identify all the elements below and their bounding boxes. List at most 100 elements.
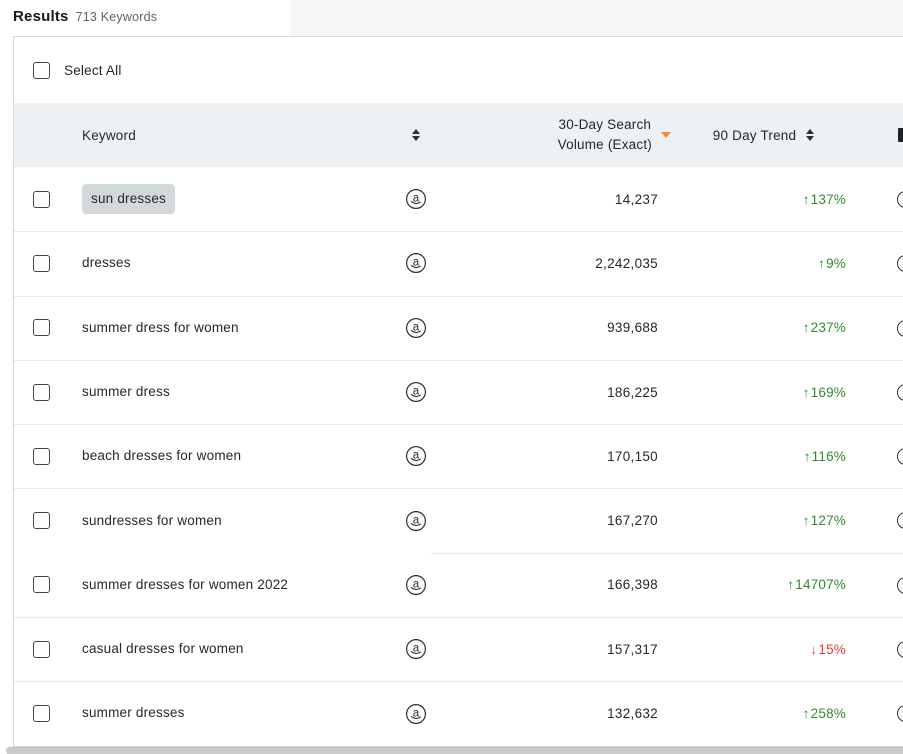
table-row: summer dresses a 132,632 ↑258% xyxy=(14,681,903,746)
sort-down-triangle-icon xyxy=(412,136,420,141)
table-header-row: Keyword 30-Day Search Volume (Exact) 90 … xyxy=(14,103,903,167)
svg-text:a: a xyxy=(413,450,420,462)
amazon-icon-cell: a xyxy=(391,638,441,660)
search-volume-header-label: 30-Day Search Volume (Exact) xyxy=(558,115,652,154)
search-volume-value: 132,632 xyxy=(607,706,658,722)
row-checkbox[interactable] xyxy=(33,383,50,401)
table-body: sun dresses a 14,237 ↑137% dresses xyxy=(14,167,903,746)
amazon-icon-cell: a xyxy=(391,188,441,210)
trend-cell: ↓15% xyxy=(671,642,856,657)
table-row: summer dresses for women 2022 a 166,398 … xyxy=(14,552,903,618)
row-checkbox[interactable] xyxy=(33,640,50,658)
keyword-cell: summer dresses xyxy=(69,703,391,723)
clipped-header-glyph-fragment xyxy=(898,128,903,142)
trend-cell: ↑116% xyxy=(671,449,856,464)
column-header-keyword[interactable]: Keyword xyxy=(82,127,136,143)
row-checkbox[interactable] xyxy=(33,447,50,465)
amazon-icon-cell: a xyxy=(391,510,441,532)
clipped-icon-fragment xyxy=(897,448,903,466)
keyword-cell: summer dress xyxy=(69,382,391,402)
row-checkbox-cell xyxy=(14,447,69,465)
amazon-icon-cell: a xyxy=(391,703,441,725)
column-header-search-volume[interactable]: 30-Day Search Volume (Exact) xyxy=(441,115,671,154)
trend-value: ↑127% xyxy=(803,513,846,528)
top-strip xyxy=(290,0,903,37)
keyword-label: dresses xyxy=(82,255,131,271)
row-checkbox-cell xyxy=(14,640,69,658)
amazon-icon[interactable]: a xyxy=(405,703,427,725)
trend-percent: 137% xyxy=(810,191,846,207)
trend-percent: 116% xyxy=(811,448,846,464)
keyword-label: summer dresses xyxy=(82,705,185,721)
active-sort-descending-icon xyxy=(661,132,671,138)
row-checkbox[interactable] xyxy=(33,190,50,208)
amazon-icon[interactable]: a xyxy=(405,574,427,596)
clipped-next-column-cell xyxy=(856,296,903,360)
select-all-control[interactable]: Select All xyxy=(33,61,122,79)
svg-text:a: a xyxy=(413,321,420,333)
trend-cell: ↑127% xyxy=(671,513,856,528)
trend-cell: ↑258% xyxy=(671,706,856,721)
trend-cell: ↑9% xyxy=(671,256,856,271)
search-volume-value: 157,317 xyxy=(607,641,658,657)
trend-value: ↓15% xyxy=(810,642,846,657)
sort-up-triangle-icon xyxy=(806,129,815,134)
row-checkbox[interactable] xyxy=(33,705,50,723)
table-row: beach dresses for women a 170,150 ↑116% xyxy=(14,424,903,489)
row-checkbox[interactable] xyxy=(33,319,50,337)
trend-header-label: 90 Day Trend xyxy=(712,127,797,143)
trend-percent: 127% xyxy=(810,513,846,529)
clipped-icon-fragment xyxy=(897,705,903,723)
row-checkbox-cell xyxy=(14,319,69,337)
clipped-icon-fragment xyxy=(897,512,903,530)
keyword-label: summer dress xyxy=(82,383,170,399)
row-checkbox[interactable] xyxy=(33,512,50,530)
page-header: Results 713 Keywords xyxy=(13,8,157,25)
row-checkbox-cell xyxy=(14,576,69,594)
amazon-icon[interactable]: a xyxy=(405,317,427,339)
column-header-90-day-trend[interactable]: 90 Day Trend xyxy=(671,128,856,143)
keyword-sort-button[interactable] xyxy=(391,129,441,141)
clipped-next-column-cell xyxy=(856,424,903,488)
clipped-next-column-cell xyxy=(856,231,903,295)
trend-cell: ↑237% xyxy=(671,320,856,335)
trend-arrow-icon: ↑ xyxy=(802,320,810,336)
search-volume-value: 14,237 xyxy=(614,191,658,207)
trend-value: ↑169% xyxy=(803,385,846,400)
clipped-next-column-cell xyxy=(856,553,903,617)
table-row: summer dress for women a 939,688 ↑237% xyxy=(14,295,903,360)
search-volume-value: 167,270 xyxy=(607,513,658,529)
row-checkbox-cell xyxy=(14,705,69,723)
trend-percent: 9% xyxy=(826,255,846,271)
keyword-label: beach dresses for women xyxy=(82,448,242,464)
trend-arrow-icon: ↑ xyxy=(802,513,810,529)
trend-percent: 169% xyxy=(810,384,846,400)
amazon-icon[interactable]: a xyxy=(405,188,427,210)
select-all-checkbox[interactable] xyxy=(33,61,50,79)
search-volume-header-line2: Volume (Exact) xyxy=(557,137,652,152)
svg-text:a: a xyxy=(413,257,420,269)
amazon-icon[interactable]: a xyxy=(405,638,427,660)
amazon-icon-cell: a xyxy=(391,445,441,467)
table-row: dresses a 2,242,035 ↑9% xyxy=(14,231,903,296)
keyword-cell: sun dresses xyxy=(69,184,391,215)
table-row: sundresses for women a 167,270 ↑127% xyxy=(14,488,903,553)
amazon-icon[interactable]: a xyxy=(405,252,427,274)
keyword-count-badge: 713 Keywords xyxy=(75,10,158,24)
keyword-cell: sundresses for women xyxy=(69,511,391,531)
horizontal-scrollbar[interactable] xyxy=(6,747,903,754)
row-checkbox[interactable] xyxy=(33,576,50,594)
trend-arrow-icon: ↑ xyxy=(818,255,826,271)
trend-cell: ↑169% xyxy=(671,385,856,400)
amazon-icon[interactable]: a xyxy=(405,510,427,532)
search-volume-value: 939,688 xyxy=(607,320,658,336)
trend-arrow-icon: ↑ xyxy=(803,448,811,464)
amazon-icon[interactable]: a xyxy=(405,381,427,403)
svg-text:a: a xyxy=(413,579,420,591)
amazon-icon[interactable]: a xyxy=(405,445,427,467)
clipped-icon-fragment xyxy=(897,383,903,401)
row-checkbox[interactable] xyxy=(33,254,50,272)
clipped-next-column-cell xyxy=(856,617,903,681)
svg-text:a: a xyxy=(413,707,420,719)
trend-value: ↑137% xyxy=(803,192,846,207)
